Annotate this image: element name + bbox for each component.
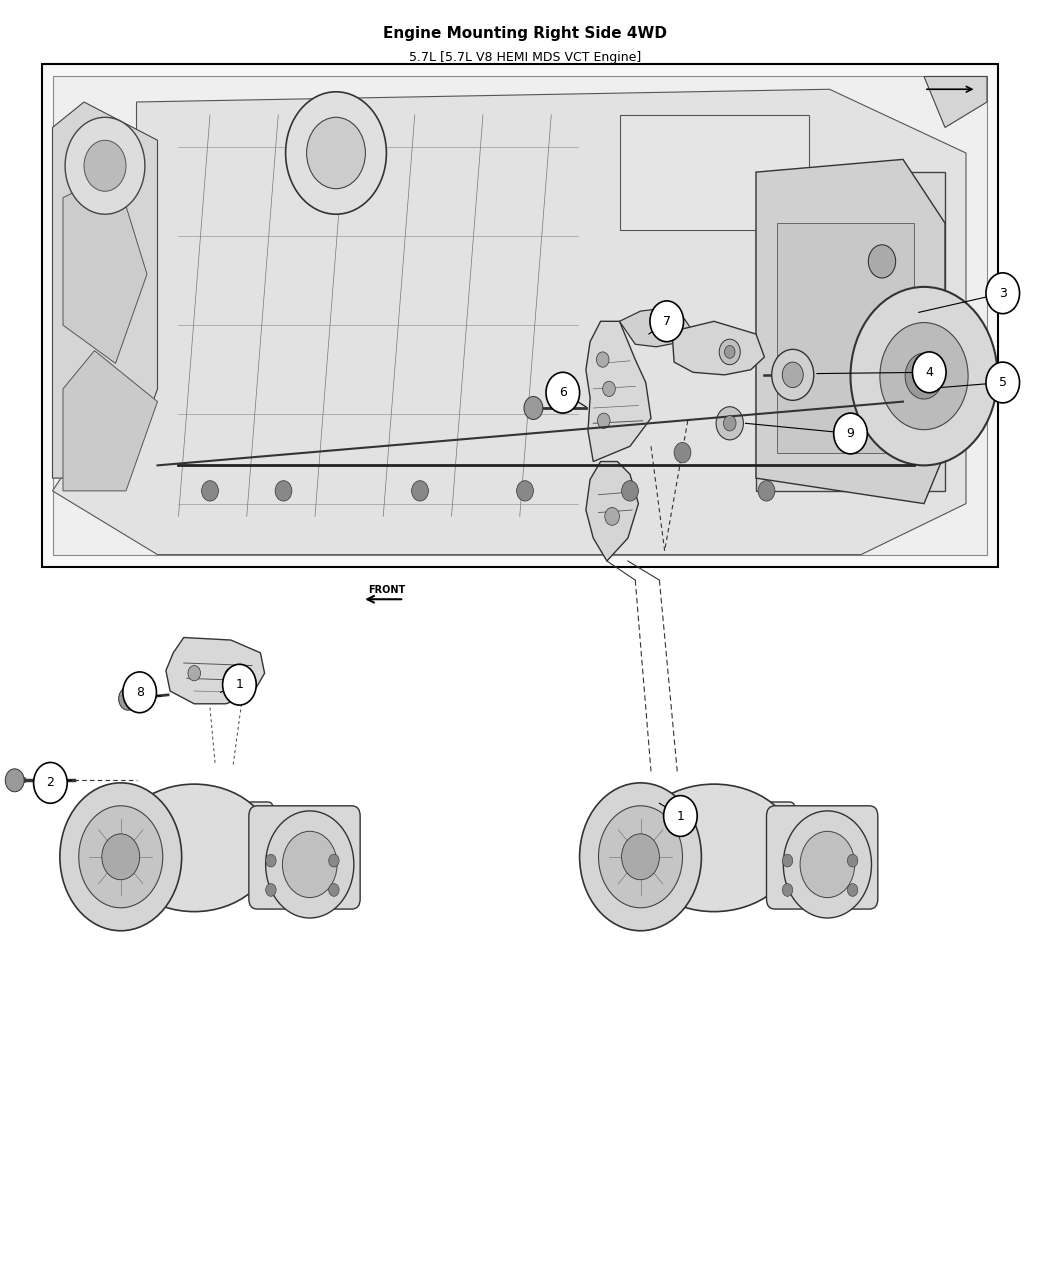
Circle shape <box>772 349 814 400</box>
Polygon shape <box>924 76 987 128</box>
Text: 7: 7 <box>663 315 671 328</box>
Circle shape <box>546 372 580 413</box>
Circle shape <box>517 481 533 501</box>
Circle shape <box>664 796 697 836</box>
Text: 8: 8 <box>135 686 144 699</box>
Circle shape <box>650 301 684 342</box>
FancyBboxPatch shape <box>249 806 360 909</box>
Circle shape <box>719 339 740 365</box>
Polygon shape <box>620 309 693 347</box>
Circle shape <box>986 273 1020 314</box>
Circle shape <box>282 831 337 898</box>
Polygon shape <box>63 351 158 491</box>
Circle shape <box>202 481 218 501</box>
Circle shape <box>834 413 867 454</box>
Circle shape <box>782 362 803 388</box>
Circle shape <box>84 140 126 191</box>
Circle shape <box>847 884 858 896</box>
Circle shape <box>286 92 386 214</box>
Polygon shape <box>52 102 158 478</box>
Circle shape <box>603 381 615 397</box>
Circle shape <box>800 831 855 898</box>
FancyBboxPatch shape <box>669 802 795 889</box>
Circle shape <box>266 884 276 896</box>
Circle shape <box>850 287 997 465</box>
Circle shape <box>758 481 775 501</box>
Circle shape <box>912 352 946 393</box>
Bar <box>52 76 987 555</box>
Circle shape <box>79 806 163 908</box>
Circle shape <box>723 416 736 431</box>
Circle shape <box>65 117 145 214</box>
Circle shape <box>674 442 691 463</box>
Circle shape <box>596 352 609 367</box>
Circle shape <box>597 413 610 428</box>
Circle shape <box>724 346 735 358</box>
Circle shape <box>102 834 140 880</box>
Text: FRONT: FRONT <box>368 585 405 595</box>
Circle shape <box>716 407 743 440</box>
Circle shape <box>223 664 256 705</box>
Circle shape <box>986 362 1020 403</box>
Circle shape <box>622 481 638 501</box>
Circle shape <box>266 854 276 867</box>
Text: 5.7L [5.7L V8 HEMI MDS VCT Engine]: 5.7L [5.7L V8 HEMI MDS VCT Engine] <box>408 51 642 64</box>
Circle shape <box>783 811 871 918</box>
Circle shape <box>123 672 156 713</box>
Circle shape <box>119 687 138 710</box>
Polygon shape <box>166 638 265 704</box>
Circle shape <box>5 769 24 792</box>
Circle shape <box>524 397 543 419</box>
Circle shape <box>60 783 182 931</box>
Text: 1: 1 <box>676 810 685 822</box>
Circle shape <box>598 806 683 908</box>
Circle shape <box>329 854 339 867</box>
Text: 3: 3 <box>999 287 1007 300</box>
Circle shape <box>266 811 354 918</box>
Ellipse shape <box>632 784 796 912</box>
Bar <box>620 115 808 230</box>
Circle shape <box>329 884 339 896</box>
FancyBboxPatch shape <box>766 806 878 909</box>
Circle shape <box>782 854 793 867</box>
Polygon shape <box>672 321 764 375</box>
Circle shape <box>275 481 292 501</box>
Bar <box>777 223 914 453</box>
Text: 4: 4 <box>925 366 933 379</box>
Text: 9: 9 <box>846 427 855 440</box>
FancyBboxPatch shape <box>147 802 273 889</box>
Text: 2: 2 <box>46 776 55 789</box>
Circle shape <box>622 834 659 880</box>
Circle shape <box>412 481 428 501</box>
Circle shape <box>782 884 793 896</box>
Circle shape <box>244 674 256 690</box>
Circle shape <box>34 762 67 803</box>
Circle shape <box>905 353 943 399</box>
Polygon shape <box>63 172 147 363</box>
Circle shape <box>868 245 896 278</box>
Bar <box>42 64 997 567</box>
Polygon shape <box>52 89 966 555</box>
Circle shape <box>188 666 201 681</box>
Circle shape <box>580 783 701 931</box>
Ellipse shape <box>116 784 273 912</box>
Bar <box>756 172 945 491</box>
Polygon shape <box>756 159 945 504</box>
Polygon shape <box>586 462 638 561</box>
Text: 6: 6 <box>559 386 567 399</box>
Circle shape <box>225 668 237 683</box>
Circle shape <box>605 507 620 525</box>
Text: 1: 1 <box>235 678 244 691</box>
Circle shape <box>847 854 858 867</box>
Polygon shape <box>586 321 651 462</box>
Text: 5: 5 <box>999 376 1007 389</box>
Circle shape <box>307 117 365 189</box>
Text: Engine Mounting Right Side 4WD: Engine Mounting Right Side 4WD <box>383 26 667 41</box>
Circle shape <box>880 323 968 430</box>
